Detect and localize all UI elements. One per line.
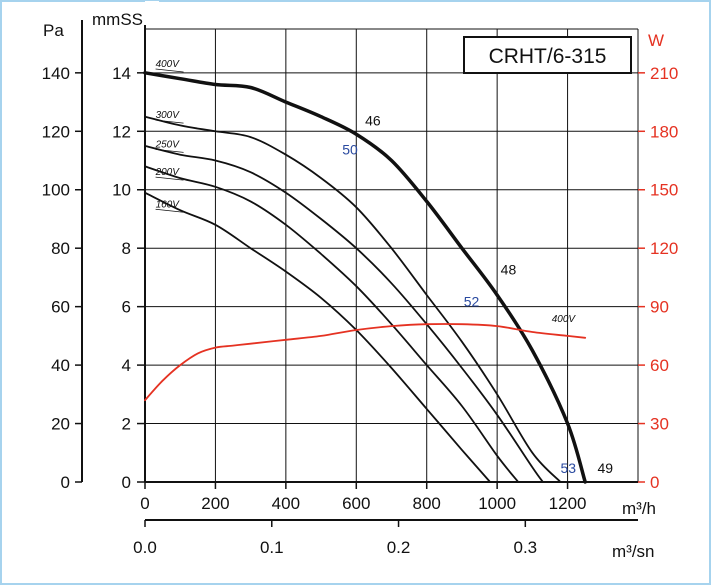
- noise-annotation: 46: [365, 112, 381, 128]
- mmss-tick-label: 8: [122, 239, 131, 258]
- m3h-tick-label: 800: [413, 494, 441, 513]
- curve-label-leader: [155, 208, 184, 213]
- m3h-tick-label: 600: [342, 494, 370, 513]
- curve-label-leader: [155, 176, 184, 181]
- watt-tick-label: 150: [650, 181, 678, 200]
- pa-tick-label: 140: [42, 64, 70, 83]
- mmss-tick-label: 4: [122, 356, 131, 375]
- m3s-tick-label: 0.0: [133, 538, 157, 557]
- m3s-axis-title: m³/sn: [612, 542, 655, 561]
- mmss-tick-label: 12: [112, 122, 131, 141]
- pressure-curve-200V: [144, 165, 520, 483]
- pa-tick-label: 100: [42, 181, 70, 200]
- annotations: 46 50 48 52 49 53: [342, 112, 613, 476]
- curve-label-200V: 200V: [155, 167, 181, 178]
- mmss-tick-label: 2: [122, 415, 131, 434]
- mmss-tick-label: 6: [122, 298, 131, 317]
- m3s-tick-label: 0.2: [387, 538, 411, 557]
- m3s-tick-label: 0.3: [513, 538, 537, 557]
- mmss-tick-label: 10: [112, 181, 131, 200]
- axis-title-gap: [145, 1, 159, 35]
- m3h-axis-title: m³/h: [622, 499, 656, 518]
- noise-annotation: 50: [342, 142, 358, 158]
- pa-axis-title: Pa: [43, 21, 64, 40]
- pressure-curve-160V: [144, 191, 491, 483]
- model-box: CRHT/6-315: [463, 36, 632, 74]
- mmss-tick-label: 14: [112, 64, 131, 83]
- noise-annotation: 53: [561, 460, 577, 476]
- watt-tick-label: 60: [650, 356, 669, 375]
- watt-tick-label: 90: [650, 298, 669, 317]
- m3h-tick-label: 1200: [549, 494, 587, 513]
- curve-label-leader: [155, 68, 184, 73]
- pressure-curve-400V: [143, 71, 587, 484]
- watt-tick-label: 210: [650, 64, 678, 83]
- m3s-tick-label: 0.1: [260, 538, 284, 557]
- plot-frame: [81, 20, 639, 521]
- mmss-tick-label: 0: [122, 473, 131, 492]
- watt-tick-label: 0: [650, 473, 659, 492]
- axis-ticks: 0246810121402040608010012014003060901201…: [42, 64, 679, 557]
- pressure-curve-250V: [144, 145, 544, 483]
- curve-label-400V: 400V: [552, 314, 577, 325]
- noise-annotation: 49: [598, 460, 614, 476]
- model-title: CRHT/6-315: [489, 45, 607, 68]
- m3h-tick-label: 400: [272, 494, 300, 513]
- pa-tick-label: 120: [42, 122, 70, 141]
- curve-label-300V: 300V: [156, 110, 181, 121]
- curve-labels: 400V 300V 250V 200V 160V 400V: [155, 59, 577, 325]
- pa-tick-label: 0: [61, 473, 70, 492]
- curve-label-leader: [155, 149, 184, 153]
- pressure-curve-300V: [144, 115, 562, 483]
- m3h-tick-label: 200: [201, 494, 229, 513]
- pa-tick-label: 20: [51, 415, 70, 434]
- pa-tick-label: 80: [51, 239, 70, 258]
- mmss-axis-title: mmSS: [92, 10, 143, 29]
- watt-tick-label: 30: [650, 415, 669, 434]
- watt-tick-label: 180: [650, 122, 678, 141]
- curve-label-250V: 250V: [155, 139, 181, 150]
- power-curve-400V: [144, 323, 587, 402]
- m3h-tick-label: 0: [140, 494, 149, 513]
- watt-tick-label: 120: [650, 239, 678, 258]
- curve-label-160V: 160V: [156, 199, 181, 210]
- curve-label-leader: [155, 119, 184, 124]
- noise-annotation: 52: [464, 294, 480, 310]
- pa-tick-label: 60: [51, 298, 70, 317]
- pa-tick-label: 40: [51, 356, 70, 375]
- m3h-tick-label: 1000: [478, 494, 516, 513]
- curves: [143, 71, 587, 484]
- watt-axis-title: W: [648, 31, 664, 50]
- model-box-border: [463, 36, 632, 74]
- curve-label-400V: 400V: [156, 59, 181, 70]
- noise-annotation: 48: [501, 261, 517, 277]
